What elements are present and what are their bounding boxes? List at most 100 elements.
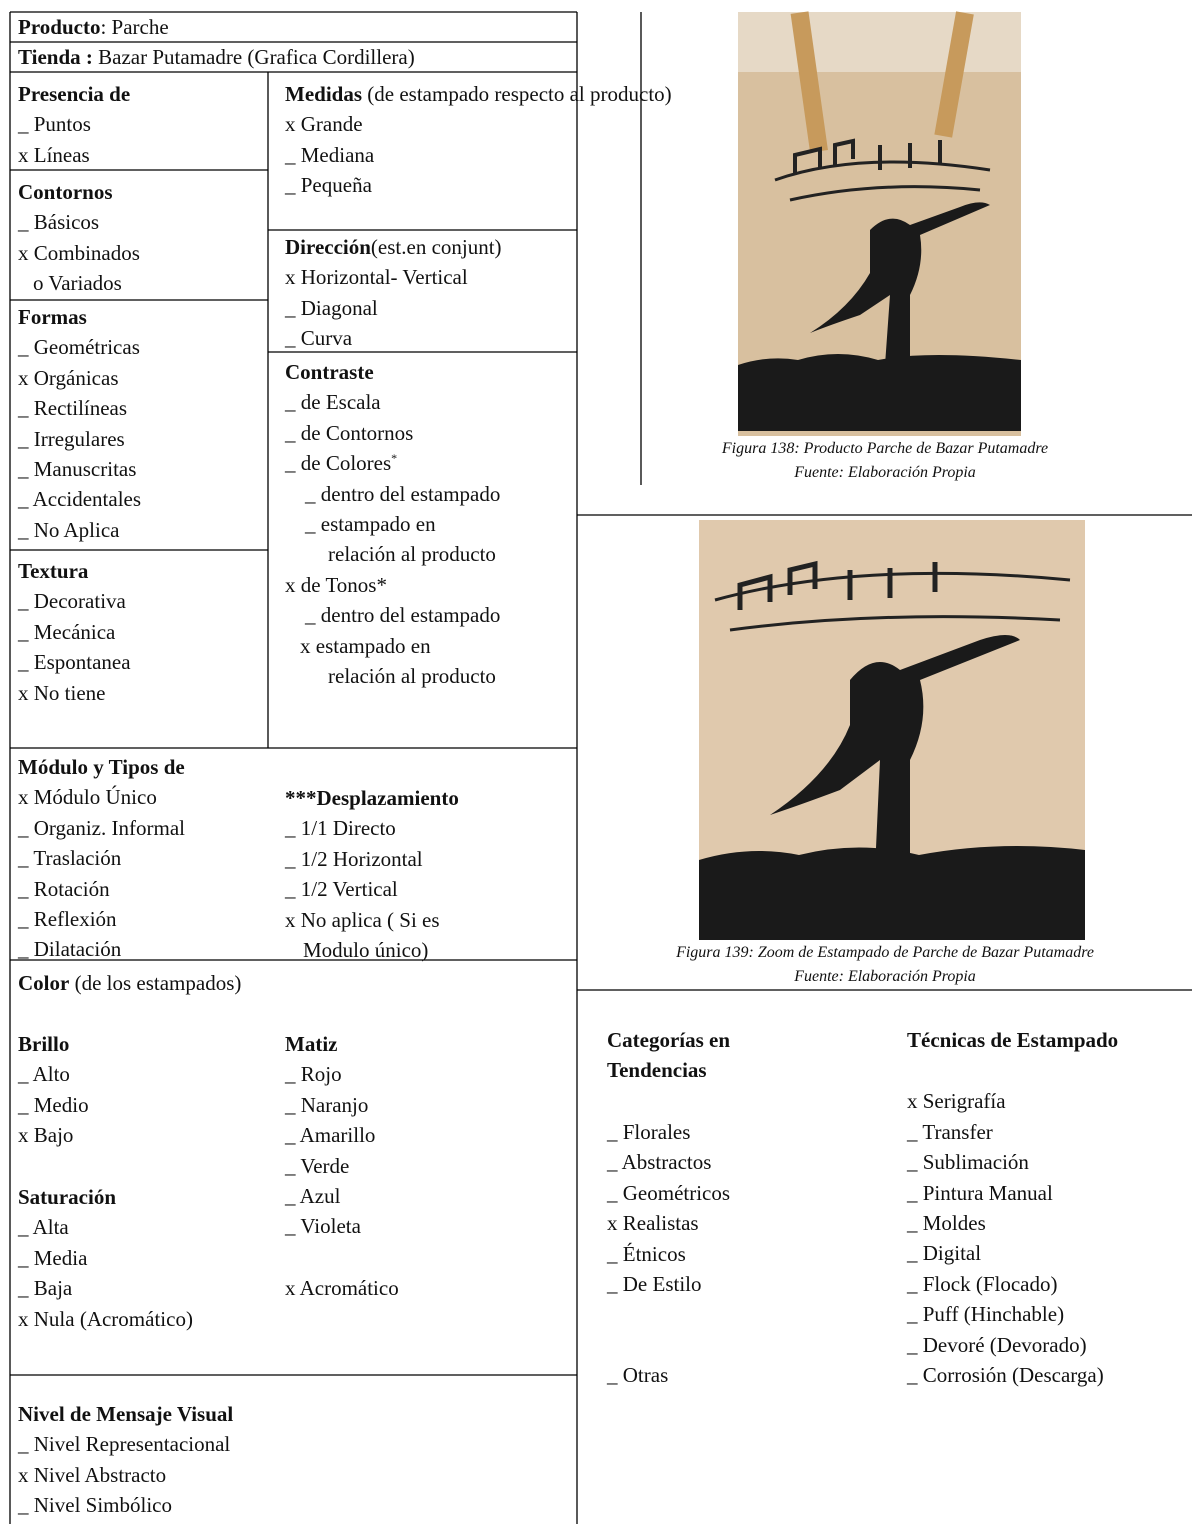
list-item: _ Nivel Simbólico: [18, 1493, 172, 1518]
title: Medidas: [285, 82, 363, 106]
value: : Parche: [100, 15, 169, 39]
section-title: Brillo: [18, 1032, 70, 1056]
brightness: Brillo _ Alto _ Medio x Bajo: [18, 1029, 89, 1151]
list-item: Modulo único): [303, 938, 429, 963]
techniques: Técnicas de Estampado x Serigrafía _ Trans…: [907, 1025, 1118, 1390]
contours: Contornos _ Básicos x Combinados o Variados: [18, 177, 140, 299]
list-item: _ Corrosión (Descarga): [907, 1363, 1104, 1388]
list-item: _ Traslación: [18, 846, 122, 871]
figure-caption: Figura 138: Producto Parche de Bazar Put…: [600, 437, 1170, 485]
contrast: Contraste _ de Escala _ de Contornos _ de C…: [285, 357, 500, 691]
hue-achromatic: x Acromático: [285, 1273, 399, 1303]
caption: Figura 138: Producto Parche de Bazar Put…: [721, 440, 1049, 457]
list-item: _ Rectilíneas: [18, 396, 128, 421]
trends-other: _ Otras: [607, 1360, 668, 1390]
list: _ Decorativa _ Mecánica _ Espontanea x No t…: [18, 586, 131, 708]
list: _ de Escala _ de Contornos _ de Colores* _ …: [285, 387, 500, 691]
list: x Módulo Único _ Organiz. Informal _ Trasl…: [18, 782, 185, 964]
store-row: Tienda : Bazar Putamadre (Grafica Cordil…: [18, 42, 415, 72]
hue: Matiz _ Rojo _ Naranjo _ Amarillo _ Verde _ A…: [285, 1029, 375, 1242]
list-item: _ Manuscritas: [18, 457, 137, 482]
list: x Serigrafía _ Transfer _ Sublimación _ Pin…: [907, 1086, 1118, 1390]
list-item: x de Tonos*: [285, 572, 387, 597]
presence: Presencia de _ Puntos x Líneas: [18, 79, 130, 170]
list-item: _ Transfer: [907, 1119, 993, 1144]
list-item: _ dentro del estampado: [305, 603, 501, 628]
section-title: Presencia de: [18, 82, 131, 106]
section-title: Nivel de Mensaje Visual: [18, 1402, 234, 1426]
list: _ 1/1 Directo _ 1/2 Horizontal _ 1/2 Verti…: [285, 813, 459, 965]
list: x Acromático: [285, 1273, 399, 1303]
section-title: Medidas (de estampado respecto al produc…: [285, 79, 672, 109]
list: _ Rojo _ Naranjo _ Amarillo _ Verde _ Azul _ …: [285, 1059, 375, 1241]
list-item: _ De Estilo: [607, 1272, 702, 1297]
list-item: _ Geométricos: [607, 1180, 731, 1205]
list-item: x Nula (Acromático): [18, 1306, 193, 1331]
list-item: _ Pequeña: [285, 173, 372, 198]
list-item: x Combinados: [18, 240, 140, 265]
figure-caption: Figura 139: Zoom de Estampado de Parche …: [590, 941, 1180, 989]
list-item: _ 1/2 Horizontal: [285, 846, 423, 871]
list-item: _ 1/1 Directo: [285, 816, 396, 841]
table-borders: [9, 11, 1192, 1524]
list-item: _ Abstractos: [607, 1150, 712, 1175]
list-item: _ Nivel Representacional: [18, 1432, 231, 1457]
title: Color: [18, 971, 70, 995]
displacement: ***Desplazamiento _ 1/1 Directo _ 1/2 Hori…: [285, 783, 459, 965]
list-item: _ Puff (Hinchable): [907, 1302, 1065, 1327]
message: Nivel de Mensaje Visual _ Nivel Represent…: [18, 1399, 233, 1521]
list-item: x Líneas: [18, 142, 90, 167]
list: x Horizontal- Vertical _ Diagonal _ Curva: [285, 262, 502, 353]
note: (est.en conjunt): [370, 235, 502, 259]
note: (de estampado respecto al producto): [362, 82, 672, 106]
section-title: Matiz: [285, 1032, 338, 1056]
list-item: _ Naranjo: [285, 1092, 369, 1117]
product-row: Producto: Parche: [18, 12, 169, 42]
section-title: Textura: [18, 559, 89, 583]
section-title: Contornos: [18, 180, 113, 204]
section-title: ***Desplazamiento: [285, 786, 459, 810]
list-item: _ Digital: [907, 1241, 982, 1266]
list-item: _ Curva: [285, 326, 353, 351]
list-item: _ Azul: [285, 1184, 341, 1209]
list-item: _ estampado en: [305, 512, 436, 537]
list-item: _ 1/2 Vertical: [285, 877, 398, 902]
list-item: x Grande: [285, 112, 363, 137]
list: _ Alta _ Media _ Baja x Nula (Acromático): [18, 1212, 193, 1334]
list: _ Básicos x Combinados o Variados: [18, 207, 140, 298]
list-item: _ Media: [18, 1245, 88, 1270]
measures: Medidas (de estampado respecto al produc…: [285, 79, 672, 201]
section-title: Módulo y Tipos de: [18, 755, 185, 779]
list-item: _ Básicos: [18, 210, 100, 235]
list: x Grande _ Mediana _ Pequeña: [285, 109, 570, 200]
list-item: _ Dilatación: [18, 937, 122, 962]
footnote-mark: *: [391, 451, 398, 466]
label: Tienda :: [18, 45, 93, 69]
list-item: x Acromático: [285, 1276, 399, 1300]
list-item: x Nivel Abstracto: [18, 1462, 167, 1487]
list-item: _ Alta: [18, 1215, 69, 1240]
list-item: _ Verde: [285, 1153, 350, 1178]
caption: Figura 139: Zoom de Estampado de Parche …: [676, 944, 1094, 961]
list-item: _ Mecánica: [18, 619, 116, 644]
list-item: _ Devoré (Devorado): [907, 1332, 1087, 1357]
item-text: _ de Colores: [285, 451, 392, 476]
list-item: _ No Aplica: [18, 517, 120, 542]
list: _ Otras: [607, 1360, 668, 1390]
photo-patch: [738, 11, 1021, 436]
source: Fuente: Elaboración Propia: [794, 968, 976, 985]
list: _ Nivel Representacional x Nivel Abstract…: [18, 1429, 233, 1520]
list-item: x No aplica ( Si es: [285, 907, 440, 932]
value: Bazar Putamadre (Grafica Cordillera): [92, 45, 415, 69]
color-title: Color (de los estampados): [18, 968, 241, 998]
list-item: relación al producto: [328, 664, 496, 689]
list-item: _ de Escala: [285, 390, 381, 415]
list-item: o Variados: [33, 271, 122, 296]
list-item: _ de Colores*: [285, 448, 500, 478]
list-item: _ Flock (Flocado): [907, 1271, 1058, 1296]
list-item: _ Irregulares: [18, 426, 125, 451]
note: (de los estampados): [69, 971, 242, 995]
